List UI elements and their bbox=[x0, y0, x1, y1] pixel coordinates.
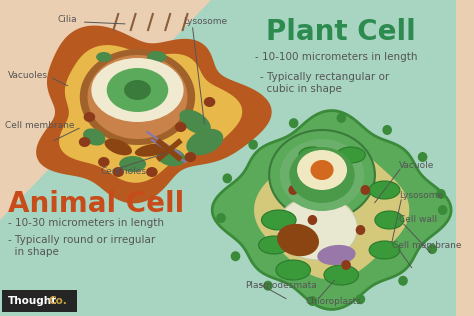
Ellipse shape bbox=[119, 156, 146, 172]
Polygon shape bbox=[0, 0, 456, 316]
Ellipse shape bbox=[146, 167, 158, 177]
Text: Chloroplasts: Chloroplasts bbox=[306, 297, 362, 307]
Ellipse shape bbox=[96, 52, 111, 62]
Ellipse shape bbox=[297, 150, 347, 190]
Ellipse shape bbox=[147, 51, 166, 63]
Ellipse shape bbox=[356, 225, 365, 235]
Text: Lysosome: Lysosome bbox=[399, 191, 443, 199]
Ellipse shape bbox=[398, 276, 408, 286]
Polygon shape bbox=[59, 45, 242, 183]
Text: - 10-30 micrometers in length: - 10-30 micrometers in length bbox=[8, 218, 164, 228]
Ellipse shape bbox=[277, 224, 319, 256]
Ellipse shape bbox=[361, 185, 370, 195]
Ellipse shape bbox=[80, 49, 195, 145]
Ellipse shape bbox=[276, 260, 310, 280]
Ellipse shape bbox=[438, 205, 447, 215]
Ellipse shape bbox=[112, 167, 124, 177]
Text: - Typically rectangular or
  cubic in shape: - Typically rectangular or cubic in shap… bbox=[260, 72, 389, 94]
Ellipse shape bbox=[337, 113, 346, 123]
Ellipse shape bbox=[79, 137, 91, 147]
Ellipse shape bbox=[175, 122, 186, 132]
Text: - 10-100 micrometers in length: - 10-100 micrometers in length bbox=[255, 52, 417, 62]
Text: Cilia: Cilia bbox=[58, 15, 77, 25]
Ellipse shape bbox=[104, 139, 132, 155]
Ellipse shape bbox=[308, 296, 317, 306]
Ellipse shape bbox=[263, 281, 273, 291]
Ellipse shape bbox=[308, 215, 317, 225]
Ellipse shape bbox=[259, 236, 289, 254]
Ellipse shape bbox=[289, 118, 299, 128]
Ellipse shape bbox=[288, 185, 298, 195]
Ellipse shape bbox=[184, 152, 196, 162]
Ellipse shape bbox=[204, 97, 215, 107]
Ellipse shape bbox=[124, 80, 151, 100]
Ellipse shape bbox=[98, 157, 109, 167]
Ellipse shape bbox=[179, 110, 211, 135]
Text: Vacuole: Vacuole bbox=[399, 161, 434, 169]
Text: Animal Cell: Animal Cell bbox=[8, 190, 184, 218]
Text: Vacuoles: Vacuoles bbox=[8, 70, 48, 80]
Ellipse shape bbox=[248, 140, 258, 150]
Text: Co.: Co. bbox=[48, 296, 67, 306]
Ellipse shape bbox=[341, 260, 351, 270]
Ellipse shape bbox=[369, 241, 400, 259]
Text: Lysosome: Lysosome bbox=[182, 17, 227, 27]
Ellipse shape bbox=[83, 112, 95, 122]
Text: Cell membrane: Cell membrane bbox=[5, 120, 74, 130]
Ellipse shape bbox=[436, 189, 446, 199]
Polygon shape bbox=[36, 26, 272, 204]
Ellipse shape bbox=[324, 265, 358, 285]
Text: Thought: Thought bbox=[8, 296, 57, 306]
Ellipse shape bbox=[289, 147, 355, 203]
Ellipse shape bbox=[375, 211, 404, 229]
Text: Plasmodesmata: Plasmodesmata bbox=[245, 281, 317, 289]
Text: Centrioles: Centrioles bbox=[101, 167, 147, 177]
Ellipse shape bbox=[317, 245, 356, 265]
Ellipse shape bbox=[107, 68, 168, 112]
Ellipse shape bbox=[310, 160, 334, 180]
Ellipse shape bbox=[428, 244, 437, 254]
Ellipse shape bbox=[383, 125, 392, 135]
Ellipse shape bbox=[135, 143, 169, 157]
Ellipse shape bbox=[277, 196, 357, 260]
Ellipse shape bbox=[222, 173, 232, 183]
Ellipse shape bbox=[369, 181, 400, 199]
FancyBboxPatch shape bbox=[2, 290, 77, 312]
Ellipse shape bbox=[216, 213, 226, 223]
Ellipse shape bbox=[186, 129, 223, 155]
Ellipse shape bbox=[269, 130, 375, 220]
Ellipse shape bbox=[83, 128, 105, 146]
Ellipse shape bbox=[337, 147, 365, 163]
Polygon shape bbox=[254, 140, 409, 280]
Ellipse shape bbox=[356, 294, 365, 304]
Text: Cell membrane: Cell membrane bbox=[392, 240, 462, 250]
Ellipse shape bbox=[299, 147, 326, 163]
Text: - Typically round or irregular
  in shape: - Typically round or irregular in shape bbox=[8, 235, 155, 257]
Text: Cell wall: Cell wall bbox=[399, 216, 437, 224]
Polygon shape bbox=[212, 111, 451, 309]
Ellipse shape bbox=[280, 139, 365, 211]
Ellipse shape bbox=[418, 152, 428, 162]
Ellipse shape bbox=[231, 251, 240, 261]
Ellipse shape bbox=[157, 148, 185, 166]
Ellipse shape bbox=[262, 210, 296, 230]
Ellipse shape bbox=[91, 58, 183, 122]
Text: Plant Cell: Plant Cell bbox=[266, 18, 416, 46]
Ellipse shape bbox=[88, 55, 187, 139]
